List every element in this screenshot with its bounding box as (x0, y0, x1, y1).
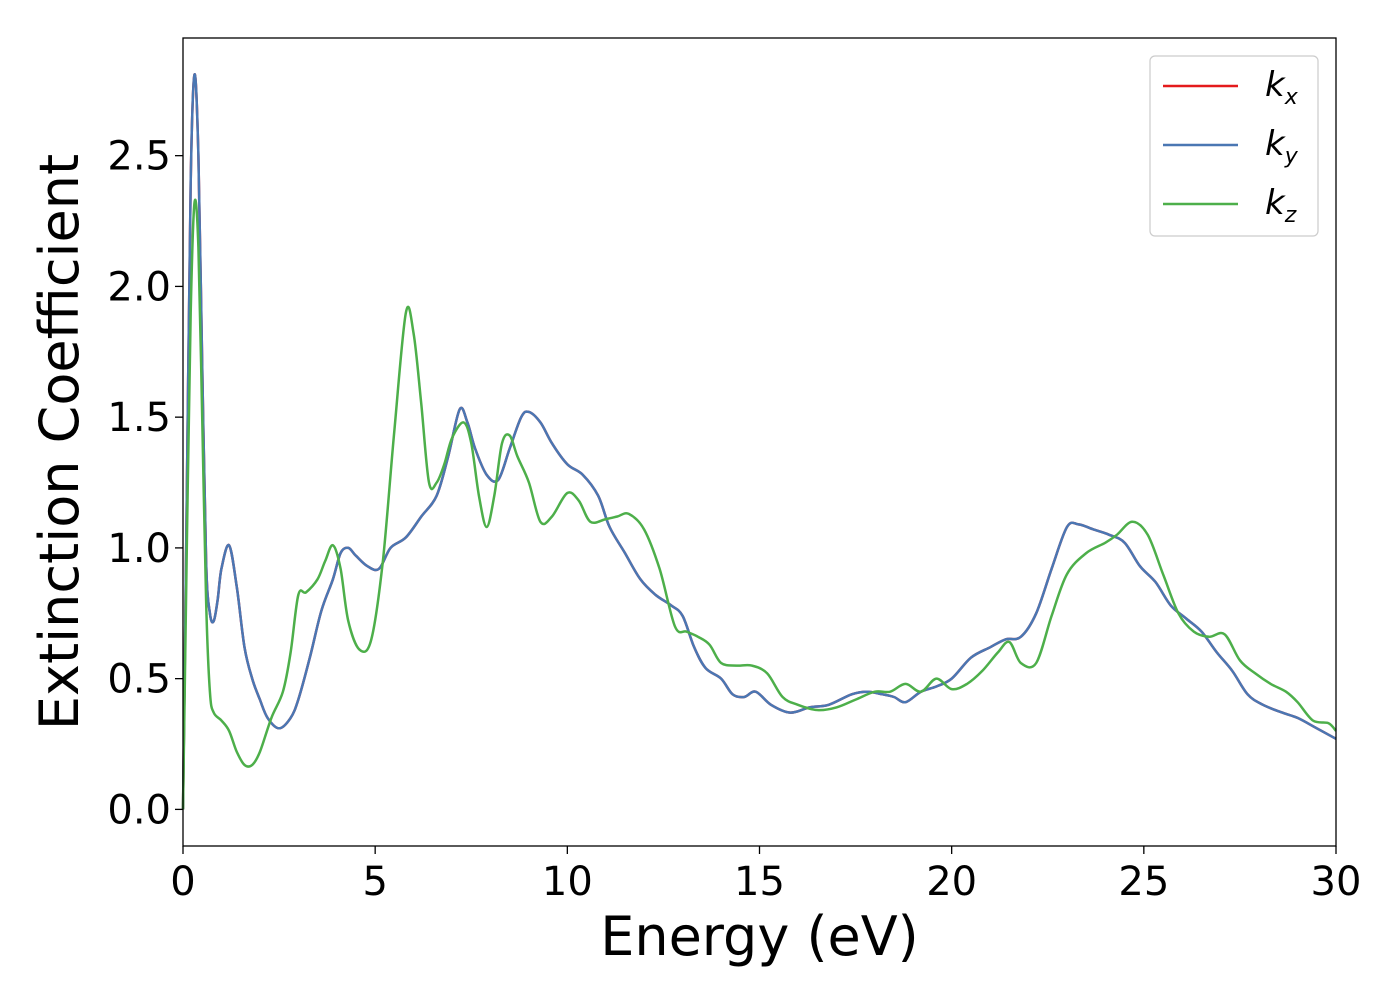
x-tick-label: 20 (926, 859, 977, 905)
x-axis-ticks: 0 5 10 15 20 25 30 (170, 846, 1361, 905)
y-tick-label: 0.5 (107, 657, 171, 703)
y-tick-label: 2.0 (107, 264, 171, 310)
x-tick-label: 15 (734, 859, 785, 905)
series-line-ky (181, 73, 1337, 810)
x-tick-label: 10 (542, 859, 593, 905)
y-tick-label: 0.0 (107, 787, 171, 833)
x-axis-title: Energy (eV) (600, 905, 919, 968)
y-tick-label: 1.0 (107, 526, 171, 572)
x-tick-label: 25 (1118, 859, 1169, 905)
y-tick-label: 1.5 (107, 395, 171, 441)
x-tick-label: 30 (1311, 859, 1362, 905)
x-tick-label: 5 (362, 859, 387, 905)
x-tick-label: 0 (170, 859, 195, 905)
y-tick-label: 2.5 (107, 134, 171, 180)
series-layer (181, 73, 1337, 810)
y-axis-title: Extinction Coefficient (28, 154, 91, 730)
series-line-kz (181, 198, 1337, 810)
y-axis-ticks: 0.0 0.5 1.0 1.5 2.0 2.5 (107, 134, 183, 833)
